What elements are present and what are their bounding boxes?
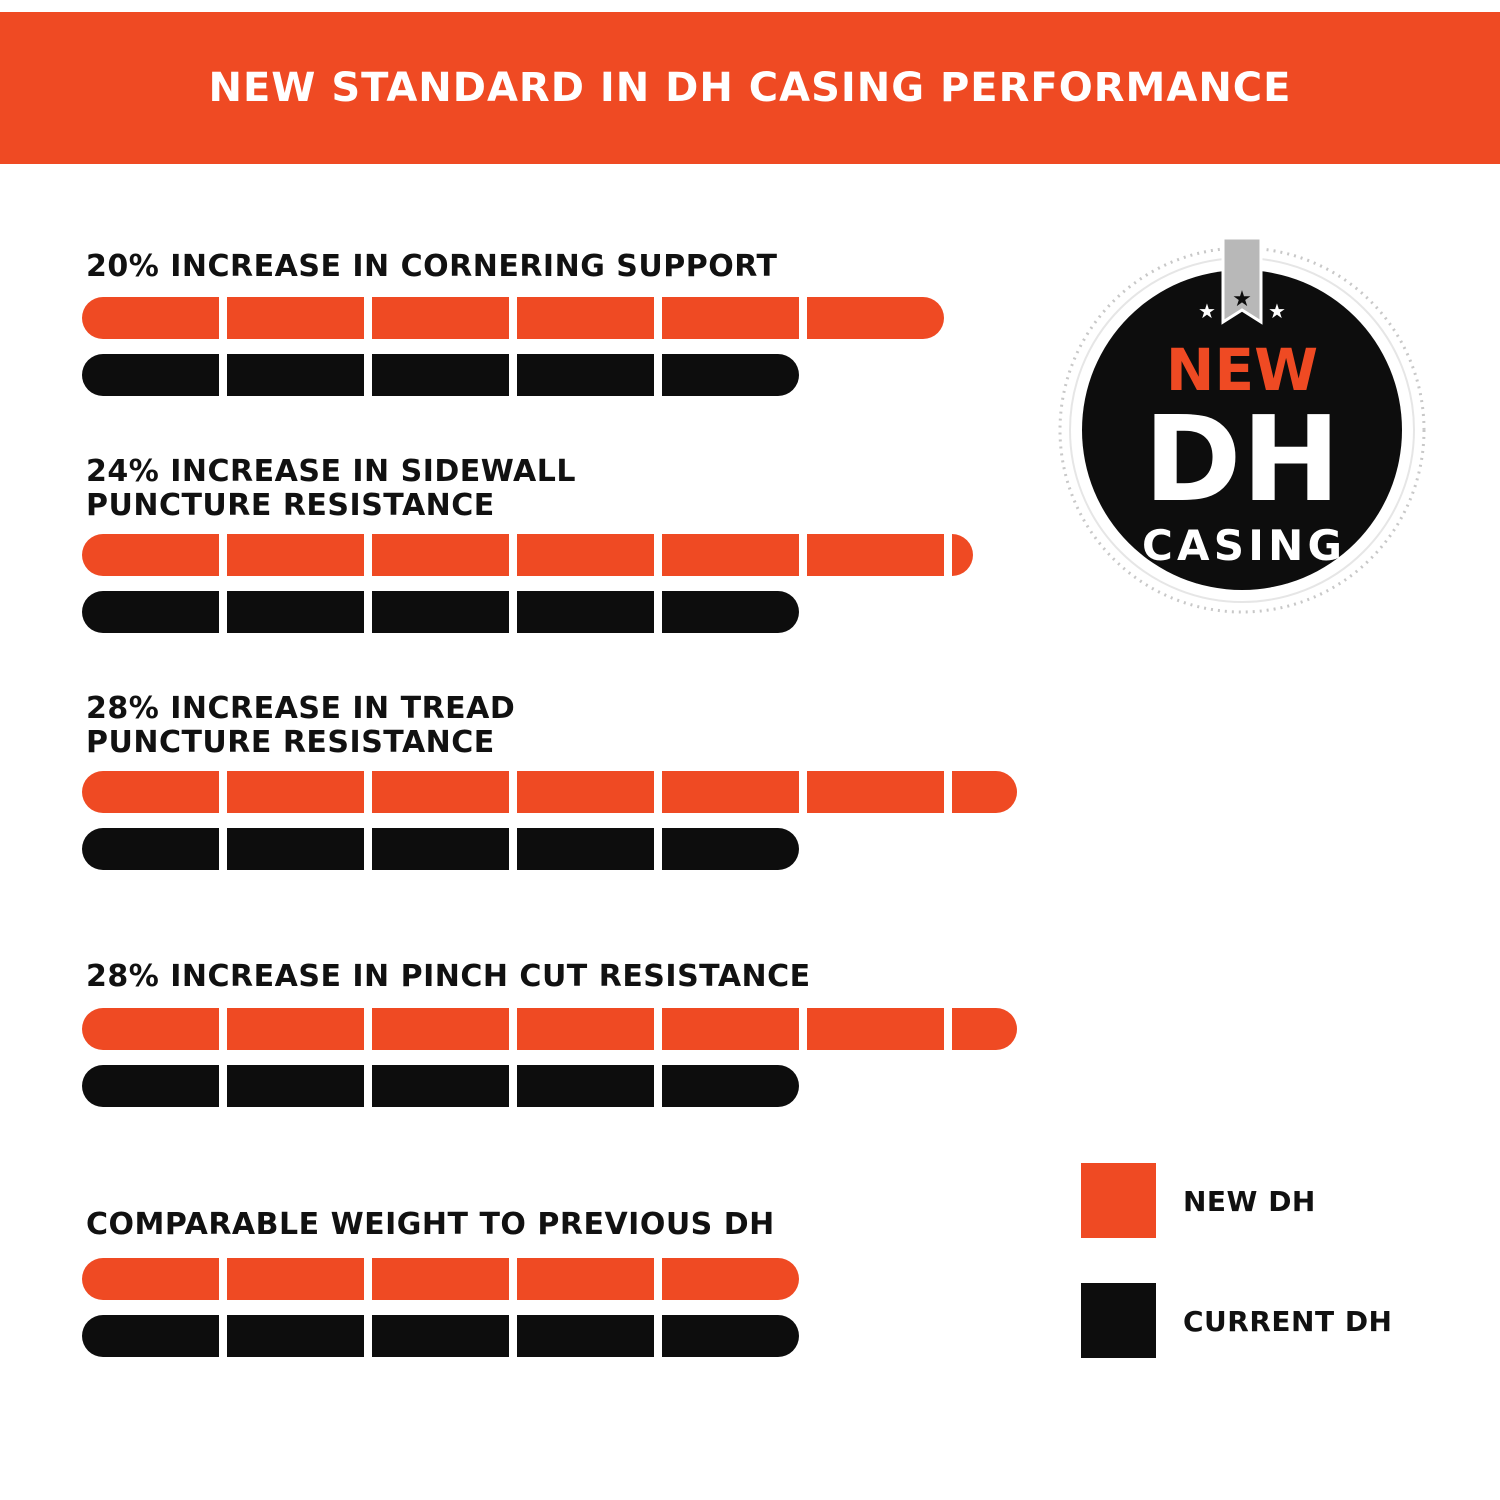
badge-dh-text: DH: [1144, 390, 1341, 528]
bar-segment: [82, 591, 219, 633]
bar-segment: [662, 1065, 799, 1107]
bar-segment: [372, 771, 509, 813]
bar-segment: [227, 1065, 364, 1107]
bar-segment: [82, 1315, 219, 1357]
bar-segment: [82, 1065, 219, 1107]
bar-segment: [517, 1315, 654, 1357]
svg-text:★: ★: [1268, 299, 1286, 323]
bar-segment: [82, 771, 219, 813]
bar-segment: [227, 1008, 364, 1050]
bar-segment: [662, 591, 799, 633]
bar-segment: [662, 1315, 799, 1357]
bar-segment: [662, 534, 799, 576]
bar-segment: [807, 1008, 944, 1050]
metric-label-tread-puncture: 28% INCREASE IN TREAD PUNCTURE RESISTANC…: [86, 691, 516, 760]
bar-segment: [227, 354, 364, 396]
bar-segment: [82, 1008, 219, 1050]
bar-segment: [372, 1008, 509, 1050]
bar-segment: [662, 828, 799, 870]
bar-segment: [82, 297, 219, 339]
bar-segment: [372, 1065, 509, 1107]
bar-segment: [227, 591, 364, 633]
bar-segment: [662, 771, 799, 813]
bar-segment: [517, 1065, 654, 1107]
bar-segment: [372, 591, 509, 633]
bar-segment: [227, 828, 364, 870]
bar-segment: [517, 771, 654, 813]
bar-segment: [662, 354, 799, 396]
bar-segment: [517, 534, 654, 576]
bar-segment: [372, 1315, 509, 1357]
bar-segment: [372, 828, 509, 870]
bar-segment: [517, 1008, 654, 1050]
bar-segment: [517, 354, 654, 396]
title-banner: NEW STANDARD IN DH CASING PERFORMANCE: [0, 12, 1500, 164]
svg-text:★: ★: [1198, 299, 1216, 323]
legend-label-current-dh: CURRENT DH: [1183, 1305, 1393, 1338]
bar-segment: [517, 591, 654, 633]
metric-label-pinch-cut: 28% INCREASE IN PINCH CUT RESISTANCE: [86, 959, 811, 994]
bar-segment: [662, 1258, 799, 1300]
metric-label-sidewall-puncture: 24% INCREASE IN SIDEWALL PUNCTURE RESIST…: [86, 454, 576, 523]
metric-label-cornering-support: 20% INCREASE IN CORNERING SUPPORT: [86, 249, 778, 284]
bar-segment: [807, 534, 944, 576]
bar-segment: [227, 534, 364, 576]
bar-segment: [952, 771, 1017, 813]
svg-text:★: ★: [1232, 287, 1252, 312]
bar-segment: [372, 1258, 509, 1300]
bar-segment: [82, 354, 219, 396]
bar-segment: [952, 534, 973, 576]
bar-segment: [82, 534, 219, 576]
bar-segment: [517, 297, 654, 339]
bar-segment: [372, 534, 509, 576]
legend-swatch-new-dh: [1081, 1163, 1156, 1238]
bar-segment: [227, 1258, 364, 1300]
bar-segment: [517, 828, 654, 870]
badge-new-text: NEW: [1166, 336, 1318, 404]
bar-segment: [662, 297, 799, 339]
bar-segment: [952, 1008, 1017, 1050]
bar-segment: [807, 771, 944, 813]
bar-segment: [517, 1258, 654, 1300]
bar-segment: [82, 828, 219, 870]
bar-segment: [227, 1315, 364, 1357]
bar-segment: [807, 297, 944, 339]
bar-segment: [227, 297, 364, 339]
metric-label-weight: COMPARABLE WEIGHT TO PREVIOUS DH: [86, 1207, 775, 1242]
bar-segment: [662, 1008, 799, 1050]
bar-segment: [82, 1258, 219, 1300]
new-dh-casing-badge-icon: ★ ★ ★ NEW DH CASING: [1058, 236, 1426, 614]
legend-label-new-dh: NEW DH: [1183, 1185, 1316, 1218]
bar-segment: [372, 297, 509, 339]
badge-casing-text: CASING: [1142, 521, 1342, 570]
bar-segment: [227, 771, 364, 813]
bar-segment: [372, 354, 509, 396]
legend-swatch-current-dh: [1081, 1283, 1156, 1358]
chart-title: NEW STANDARD IN DH CASING PERFORMANCE: [208, 65, 1292, 111]
